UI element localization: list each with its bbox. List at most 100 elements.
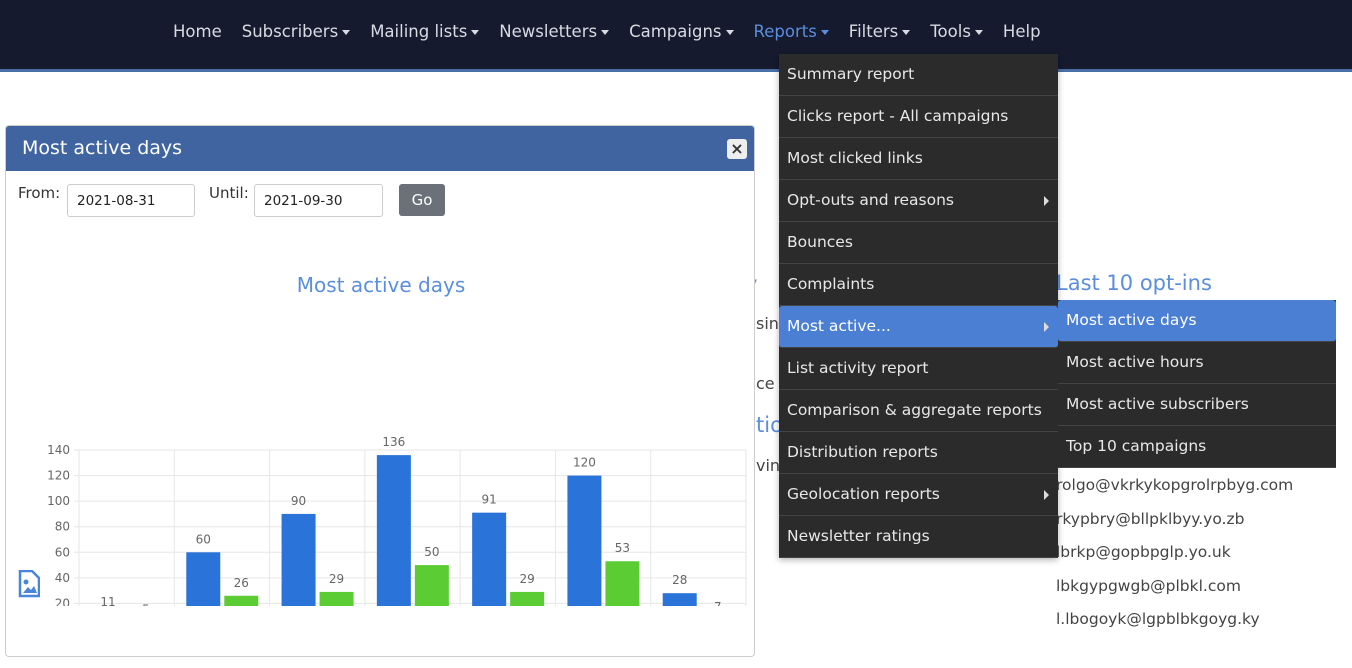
nav-label: Mailing lists xyxy=(370,22,468,41)
y-tick-label: 40 xyxy=(55,571,70,585)
menu-item-complaints[interactable]: Complaints xyxy=(779,264,1058,306)
optin-email[interactable]: l.lbogoyk@lgpblbkgoyg.ky xyxy=(1056,610,1260,628)
y-tick-label: 20 xyxy=(55,596,70,606)
y-tick-label: 100 xyxy=(47,494,70,508)
optin-email[interactable]: lbrkp@gopbpglp.yo.uk xyxy=(1056,543,1231,561)
submenu-item-label: Most active hours xyxy=(1066,353,1204,371)
data-label: 29 xyxy=(329,572,344,586)
submenu-item-most-active-days[interactable]: Most active days xyxy=(1058,300,1336,342)
optin-email[interactable]: lbkgypgwgb@plbkl.com xyxy=(1056,576,1241,595)
data-label: 7 xyxy=(714,600,722,606)
nav-campaigns[interactable]: Campaigns xyxy=(619,22,743,41)
menu-item-comparison-aggregate-reports[interactable]: Comparison & aggregate reports xyxy=(779,390,1058,432)
caret-right-icon xyxy=(1044,195,1049,206)
menu-item-label: Most active... xyxy=(787,317,891,335)
submenu-item-most-active-subscribers[interactable]: Most active subscribers xyxy=(1058,384,1336,426)
bar-unique-views xyxy=(281,513,316,606)
data-label: 26 xyxy=(234,576,249,590)
data-label: 90 xyxy=(291,494,306,508)
from-label: From: xyxy=(18,184,61,202)
most-active-submenu: Most active days Most active hours Most ac… xyxy=(1058,300,1336,468)
nav-newsletters[interactable]: Newsletters xyxy=(489,22,619,41)
submenu-item-top-campaigns[interactable]: Top 10 campaigns xyxy=(1058,426,1336,468)
bar-unique-clicks xyxy=(510,591,545,606)
bar-unique-clicks xyxy=(224,595,259,606)
data-label: 53 xyxy=(615,541,630,555)
caret-down-icon xyxy=(471,30,480,35)
nav-help[interactable]: Help xyxy=(993,22,1051,41)
bar-unique-clicks xyxy=(319,591,354,606)
nav-label: Subscribers xyxy=(241,22,339,41)
submenu-item-label: Most active days xyxy=(1066,311,1197,329)
optin-email[interactable]: rkypbry@bllpklbyy.yo.zb xyxy=(1056,509,1245,528)
caret-right-icon xyxy=(1044,321,1049,332)
modal-header: Most active days × xyxy=(6,126,754,171)
nav-label: Help xyxy=(1002,22,1041,41)
menu-item-opt-outs-and-reasons[interactable]: Opt-outs and reasons xyxy=(779,180,1058,222)
y-tick-label: 80 xyxy=(55,520,70,534)
chart-title: Most active days xyxy=(296,273,466,297)
data-label: 60 xyxy=(196,532,211,546)
submenu-item-label: Most active subscribers xyxy=(1066,395,1249,413)
data-label: 11 xyxy=(100,595,115,606)
menu-item-label: Opt-outs and reasons xyxy=(787,191,954,209)
caret-down-icon xyxy=(725,30,734,35)
bar-unique-views xyxy=(662,593,697,606)
export-image-icon[interactable] xyxy=(18,569,41,602)
menu-item-label: List activity report xyxy=(787,359,929,377)
menu-item-most-clicked-links[interactable]: Most clicked links xyxy=(779,138,1058,180)
nav-label: Reports xyxy=(753,22,817,41)
data-label: 5 xyxy=(142,603,150,606)
nav-tools[interactable]: Tools xyxy=(920,22,993,41)
submenu-item-most-active-hours[interactable]: Most active hours xyxy=(1058,342,1336,384)
close-icon[interactable]: × xyxy=(727,139,747,159)
menu-item-bounces[interactable]: Bounces xyxy=(779,222,1058,264)
caret-down-icon xyxy=(342,30,351,35)
caret-down-icon xyxy=(820,30,829,35)
bar-unique-views xyxy=(472,512,507,606)
nav-label: Newsletters xyxy=(499,22,598,41)
until-date-input[interactable]: 2021-09-30 xyxy=(254,184,383,217)
y-tick-label: 120 xyxy=(47,469,70,483)
data-label: 91 xyxy=(482,493,497,507)
menu-item-summary-report[interactable]: Summary report xyxy=(779,54,1058,96)
nav-label: Filters xyxy=(848,22,899,41)
caret-down-icon xyxy=(601,30,610,35)
bar-unique-views xyxy=(567,475,602,606)
until-label: Until: xyxy=(209,184,249,202)
bar-unique-clicks xyxy=(605,561,640,606)
bar-unique-clicks xyxy=(414,565,449,606)
menu-item-label: Geolocation reports xyxy=(787,485,940,503)
menu-item-newsletter-ratings[interactable]: Newsletter ratings xyxy=(779,516,1058,558)
menu-item-label: Bounces xyxy=(787,233,853,251)
data-label: 50 xyxy=(424,545,439,559)
nav-reports[interactable]: Reports xyxy=(744,22,839,41)
menu-item-distribution-reports[interactable]: Distribution reports xyxy=(779,432,1058,474)
caret-down-icon xyxy=(902,30,911,35)
menu-item-list-activity-report[interactable]: List activity report xyxy=(779,348,1058,390)
caret-right-icon xyxy=(1044,489,1049,500)
menu-item-label: Clicks report - All campaigns xyxy=(787,107,1009,125)
top-navbar: Home Subscribers Mailing lists Newsletters C… xyxy=(0,0,1352,72)
data-label: 136 xyxy=(382,435,405,449)
menu-item-geolocation-reports[interactable]: Geolocation reports xyxy=(779,474,1058,516)
bar-chart: 020406080100120140Sunday115Monday6026Tue… xyxy=(47,435,747,606)
nav-mailing-lists[interactable]: Mailing lists xyxy=(360,22,489,41)
from-date-input[interactable]: 2021-08-31 xyxy=(67,184,195,217)
submenu-item-label: Top 10 campaigns xyxy=(1066,437,1207,455)
data-label: 29 xyxy=(520,572,535,586)
go-button[interactable]: Go xyxy=(399,184,445,216)
nav-home[interactable]: Home xyxy=(163,22,232,41)
nav-filters[interactable]: Filters xyxy=(839,22,920,41)
menu-item-most-active-[interactable]: Most active... xyxy=(779,306,1058,348)
optin-email[interactable]: rolgo@vkrkykopgrolrpbyg.com xyxy=(1056,476,1294,494)
data-label: 120 xyxy=(573,456,596,470)
nav-subscribers[interactable]: Subscribers xyxy=(232,22,360,41)
menu-item-label: Newsletter ratings xyxy=(787,527,930,545)
bar-unique-views xyxy=(186,552,221,606)
menu-item-label: Summary report xyxy=(787,65,915,83)
menu-item-clicks-report-all-campaigns[interactable]: Clicks report - All campaigns xyxy=(779,96,1058,138)
menu-item-label: Most clicked links xyxy=(787,149,923,167)
nav-label: Campaigns xyxy=(629,22,722,41)
last-optins-heading: Last 10 opt-ins xyxy=(1056,271,1212,295)
